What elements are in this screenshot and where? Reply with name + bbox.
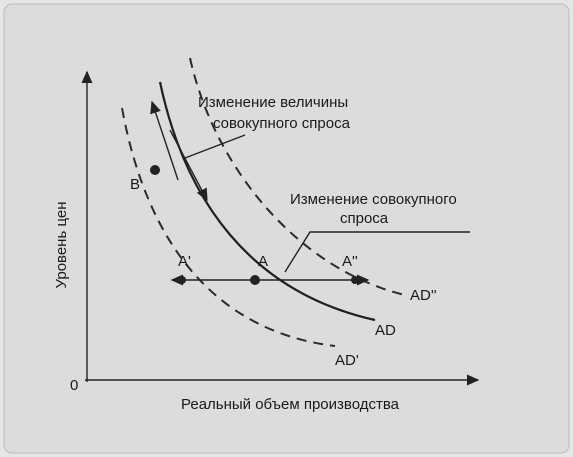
point-a <box>250 275 260 285</box>
leader-1 <box>184 134 246 159</box>
curve-label: AD'' <box>410 287 437 304</box>
label: Изменение совокупного <box>290 191 457 208</box>
origin-label: 0 <box>70 377 78 394</box>
label: Изменение величины <box>198 94 348 111</box>
point-b <box>150 165 160 175</box>
x-axis-label: Реальный объем производства <box>181 396 400 413</box>
point-a-prime <box>178 276 186 284</box>
ad-prime-curve <box>121 107 336 347</box>
curve-label: AD <box>375 322 396 339</box>
y-axis-label: Уровень цен <box>53 202 70 289</box>
label: совокупного спроса <box>213 115 351 132</box>
arrow-down <box>169 129 208 202</box>
curve-label: AD' <box>335 352 359 369</box>
point-label: A' <box>178 253 191 270</box>
label: спроса <box>340 210 389 227</box>
paper <box>3 3 570 454</box>
arrow-up <box>150 100 179 181</box>
point-label: A'' <box>342 253 358 270</box>
point-label: B <box>130 176 140 193</box>
ad-curve <box>158 81 376 322</box>
point-a-double <box>351 276 359 284</box>
leader-2 <box>284 231 470 273</box>
point-label: A <box>258 253 268 270</box>
